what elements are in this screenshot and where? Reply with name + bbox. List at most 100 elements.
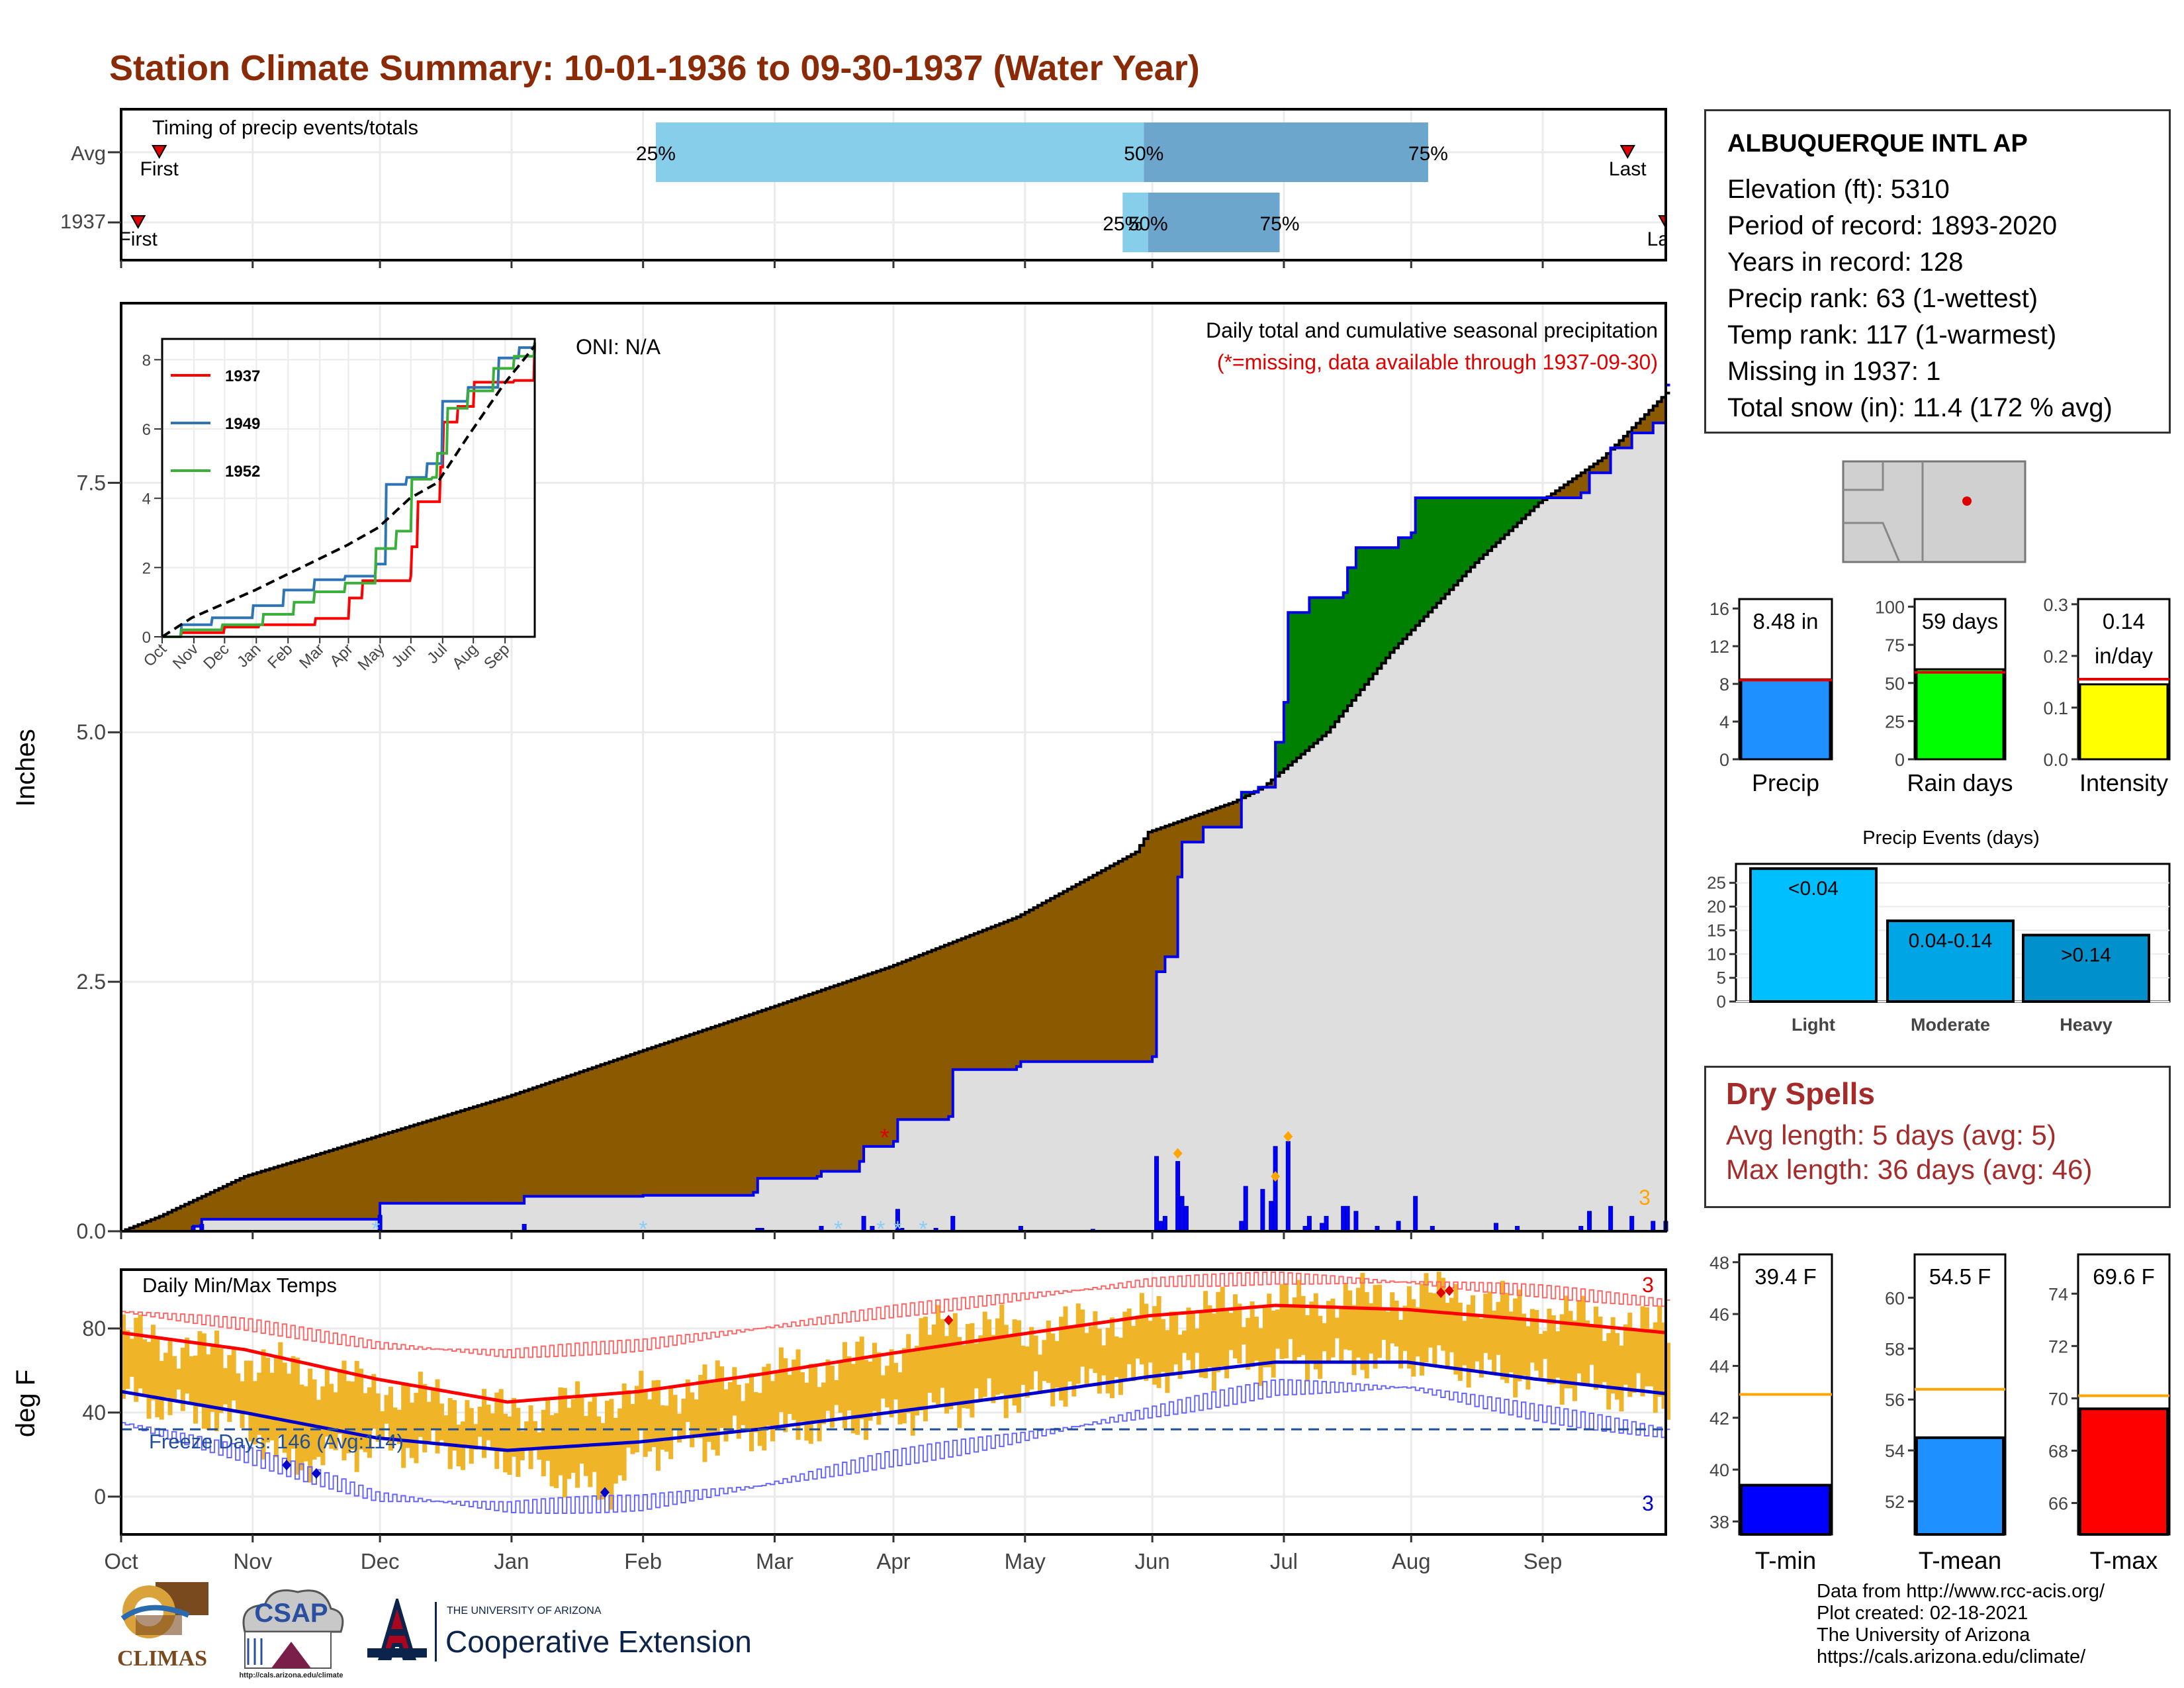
- daily-temp-bar: [537, 1432, 542, 1460]
- t-min-ytick-label: 38: [1709, 1512, 1729, 1532]
- precip-deficit-segment: [770, 1007, 775, 1179]
- precip-deficit-segment: [1564, 485, 1569, 498]
- precip-deficit-segment: [1186, 818, 1191, 843]
- precip-surplus-segment: [1475, 497, 1480, 563]
- daily-temp-bar: [1415, 1307, 1420, 1357]
- precip-deficit-segment: [872, 972, 877, 1147]
- daily-temp-bar: [855, 1341, 860, 1435]
- oni-label: ONI: N/A: [576, 335, 661, 359]
- daily-temp-bar: [1160, 1319, 1165, 1372]
- daily-temp-bar: [498, 1389, 504, 1452]
- precip-deficit-segment: [715, 1025, 720, 1196]
- daily-temp-bar: [167, 1338, 173, 1415]
- precip-deficit-segment: [570, 1074, 576, 1197]
- daily-temp-bar: [1453, 1284, 1459, 1375]
- precip-deficit-segment: [418, 1123, 423, 1203]
- daily-temp-bar: [991, 1335, 996, 1403]
- daily-temp-bar: [664, 1405, 669, 1452]
- precip-deficit-segment: [1038, 905, 1042, 1062]
- daily-temp-bar: [1529, 1309, 1535, 1363]
- daily-temp-bar: [876, 1352, 882, 1425]
- precip-deficit-segment: [537, 1086, 542, 1197]
- precip-surplus-segment: [1529, 497, 1535, 511]
- daily-temp-bar: [1038, 1354, 1043, 1394]
- daily-temp-bar: [987, 1319, 992, 1379]
- precip-panel-subtitle: (*=missing, data available through 1937-…: [1217, 350, 1658, 374]
- daily-temp-bar: [1093, 1311, 1098, 1374]
- daily-temp-bar: [1466, 1304, 1471, 1388]
- daily-temp-bar: [142, 1339, 148, 1397]
- precip-deficit-segment: [846, 981, 852, 1172]
- daily-temp-bar: [295, 1358, 300, 1475]
- precip-deficit-segment: [804, 996, 809, 1179]
- precip-deficit-segment: [1559, 487, 1565, 498]
- daily-temp-bar: [1029, 1327, 1034, 1390]
- daily-temp-bar: [927, 1335, 933, 1393]
- daily-temp-bar: [1046, 1320, 1051, 1383]
- precip-surplus-segment: [1428, 497, 1433, 612]
- precip-surplus-segment: [1462, 497, 1467, 577]
- rain-days-ytick-label: 0: [1895, 750, 1905, 770]
- daily-temp-bar: [1033, 1335, 1038, 1372]
- precip-surplus-segment: [1241, 792, 1246, 798]
- daily-temp-bar: [1555, 1331, 1561, 1378]
- daily-temp-bar: [1471, 1295, 1476, 1373]
- precip-deficit-segment: [359, 1141, 363, 1219]
- rain-days-ytick-label: 100: [1875, 598, 1905, 618]
- precip-deficit-segment: [197, 1198, 203, 1227]
- daily-temp-bar: [1024, 1346, 1030, 1398]
- precip-deficit-segment: [792, 1000, 797, 1179]
- precip-ytick-label: 0.0: [77, 1219, 106, 1243]
- precip-surplus-segment: [1330, 597, 1336, 727]
- precip-surplus-segment: [1288, 612, 1293, 765]
- precip-deficit-segment: [876, 971, 882, 1147]
- daily-temp-bar: [570, 1399, 576, 1473]
- precip-deficit-segment: [901, 961, 907, 1120]
- precip-deficit-segment: [1135, 852, 1140, 1062]
- daily-temp-bar: [248, 1360, 253, 1442]
- daily-temp-bar: [549, 1415, 555, 1487]
- precip-surplus-segment: [1304, 612, 1310, 751]
- precip-deficit-segment: [189, 1202, 194, 1231]
- precip-deficit-segment: [201, 1196, 206, 1219]
- precip-deficit-segment: [291, 1162, 296, 1219]
- precip-deficit-segment: [719, 1024, 725, 1196]
- daily-temp-bar: [163, 1352, 169, 1397]
- daily-temp-bar: [477, 1407, 482, 1437]
- precip-deficit-segment: [1029, 910, 1034, 1062]
- daily-precip-bar: [1413, 1196, 1418, 1232]
- daily-temp-bar: [1199, 1310, 1204, 1378]
- precip-deficit-segment: [1097, 872, 1102, 1062]
- precip-deficit-segment: [889, 966, 894, 1147]
- daily-temp-bar: [1054, 1340, 1060, 1388]
- daily-temp-bar: [948, 1320, 954, 1410]
- daily-precip-bar: [1154, 1156, 1160, 1232]
- precip-deficit-segment: [329, 1150, 334, 1219]
- daily-temp-bar: [859, 1336, 864, 1420]
- precip-deficit-segment: [150, 1219, 156, 1231]
- precip-deficit-segment: [808, 994, 813, 1179]
- timing-clip-cover: [1667, 109, 1694, 260]
- precip-deficit-segment: [146, 1221, 152, 1231]
- snow-marker: *: [834, 1217, 842, 1242]
- precip-surplus-segment: [1364, 547, 1369, 684]
- precip-deficit-segment: [316, 1154, 321, 1219]
- daily-temp-bar: [579, 1397, 584, 1464]
- daily-temp-bar: [1406, 1286, 1412, 1369]
- precip-ytick-label: 5.0: [77, 720, 106, 744]
- precip-deficit-segment: [1156, 829, 1161, 972]
- precip-deficit-segment: [991, 927, 996, 1070]
- precip-deficit-segment: [931, 950, 936, 1120]
- daily-temp-bar: [626, 1390, 631, 1448]
- daily-temp-bar: [1195, 1328, 1200, 1353]
- precip-deficit-segment: [303, 1158, 308, 1219]
- daily-temp-bar: [1432, 1293, 1437, 1366]
- record-low-marker: [311, 1468, 321, 1479]
- inset-ytick-label: 4: [142, 491, 151, 508]
- record-high-marker: [944, 1315, 954, 1326]
- precip-deficit-segment: [1657, 401, 1662, 423]
- precip-deficit-segment: [231, 1182, 236, 1219]
- state-map: [1842, 460, 2026, 563]
- precip-deficit-segment: [236, 1180, 241, 1219]
- daily-temp-bar: [1347, 1290, 1353, 1350]
